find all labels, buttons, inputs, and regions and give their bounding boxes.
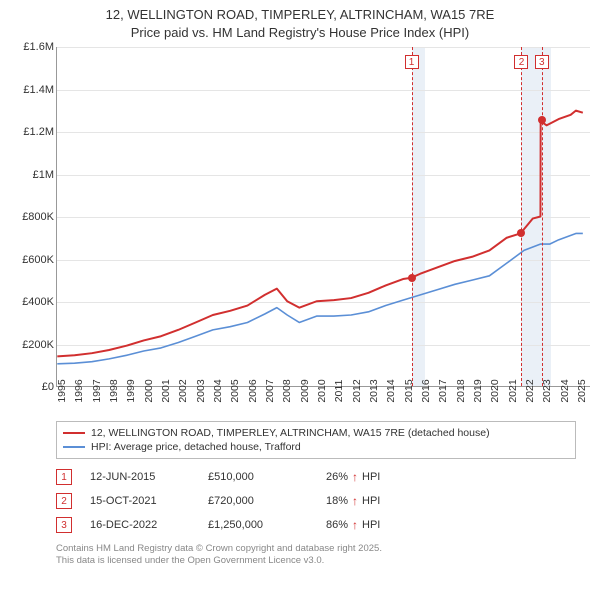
title-line2: Price paid vs. HM Land Registry's House …: [131, 25, 469, 40]
marker-box: 3: [535, 55, 549, 69]
x-tick-label: 2001: [160, 379, 172, 402]
legend-label: HPI: Average price, detached house, Traf…: [91, 441, 301, 453]
x-tick-label: 2019: [472, 379, 484, 402]
chart: £0£200K£400K£600K£800K£1M£1.2M£1.4M£1.6M…: [10, 47, 590, 417]
event-row: 2 15-OCT-2021 £720,000 18%↑HPI: [56, 489, 576, 513]
series-price_paid: [57, 111, 583, 357]
x-tick-label: 2016: [420, 379, 432, 402]
footer-line2: This data is licensed under the Open Gov…: [56, 555, 324, 566]
x-tick-label: 2021: [507, 379, 519, 402]
x-tick-label: 1997: [91, 379, 103, 402]
x-tick-label: 2003: [195, 379, 207, 402]
marker-dot: [517, 229, 525, 237]
x-tick-label: 2009: [299, 379, 311, 402]
x-tick-label: 2022: [524, 379, 536, 402]
event-price: £510,000: [208, 471, 308, 483]
y-tick-label: £600K: [22, 254, 54, 266]
legend: 12, WELLINGTON ROAD, TIMPERLEY, ALTRINCH…: [56, 421, 576, 459]
x-tick-label: 2015: [403, 379, 415, 402]
y-tick-label: £0: [42, 381, 54, 393]
y-tick-label: £400K: [22, 296, 54, 308]
marker-line: [412, 47, 413, 386]
y-tick-label: £800K: [22, 211, 54, 223]
event-price: £720,000: [208, 495, 308, 507]
marker-box: 2: [514, 55, 528, 69]
event-marker-box: 2: [56, 493, 72, 509]
x-tick-label: 2012: [351, 379, 363, 402]
y-tick-label: £1.4M: [23, 84, 54, 96]
x-tick-label: 2000: [143, 379, 155, 402]
x-tick-label: 2013: [368, 379, 380, 402]
event-pct: 86%↑HPI: [326, 518, 380, 532]
x-tick-label: 2010: [316, 379, 328, 402]
legend-label: 12, WELLINGTON ROAD, TIMPERLEY, ALTRINCH…: [91, 427, 490, 439]
y-tick-label: £1.6M: [23, 41, 54, 53]
marker-dot: [408, 274, 416, 282]
x-tick-label: 2005: [229, 379, 241, 402]
event-pct: 26%↑HPI: [326, 470, 380, 484]
x-tick-label: 2014: [385, 379, 397, 402]
x-tick-label: 1996: [73, 379, 85, 402]
marker-line: [521, 47, 522, 386]
x-tick-label: 2024: [559, 379, 571, 402]
x-tick-label: 2008: [281, 379, 293, 402]
event-date: 12-JUN-2015: [90, 471, 190, 483]
marker-dot: [538, 116, 546, 124]
legend-swatch: [63, 432, 85, 434]
event-marker-box: 1: [56, 469, 72, 485]
series-hpi: [57, 234, 583, 364]
marker-box: 1: [405, 55, 419, 69]
x-tick-label: 2011: [333, 380, 345, 403]
x-tick-label: 2018: [455, 379, 467, 402]
x-tick-label: 2004: [212, 379, 224, 402]
x-tick-label: 1995: [56, 379, 68, 402]
chart-title: 12, WELLINGTON ROAD, TIMPERLEY, ALTRINCH…: [10, 6, 590, 41]
event-list: 1 12-JUN-2015 £510,000 26%↑HPI 2 15-OCT-2021 £…: [56, 465, 576, 537]
event-row: 1 12-JUN-2015 £510,000 26%↑HPI: [56, 465, 576, 489]
y-tick-label: £200K: [22, 339, 54, 351]
x-tick-label: 2017: [437, 379, 449, 402]
event-pct: 18%↑HPI: [326, 494, 380, 508]
event-date: 15-OCT-2021: [90, 495, 190, 507]
x-tick-label: 2006: [247, 379, 259, 402]
event-date: 16-DEC-2022: [90, 519, 190, 531]
footer: Contains HM Land Registry data © Crown c…: [56, 543, 576, 568]
title-line1: 12, WELLINGTON ROAD, TIMPERLEY, ALTRINCH…: [106, 7, 495, 22]
marker-line: [542, 47, 543, 386]
x-tick-label: 2002: [177, 379, 189, 402]
legend-swatch: [63, 446, 85, 448]
legend-item: 12, WELLINGTON ROAD, TIMPERLEY, ALTRINCH…: [63, 426, 569, 440]
arrow-up-icon: ↑: [352, 494, 358, 508]
x-tick-label: 1999: [125, 379, 137, 402]
arrow-up-icon: ↑: [352, 470, 358, 484]
y-tick-label: £1M: [33, 169, 54, 181]
y-tick-label: £1.2M: [23, 126, 54, 138]
x-tick-label: 1998: [108, 379, 120, 402]
event-price: £1,250,000: [208, 519, 308, 531]
chart-lines: [57, 47, 590, 386]
y-axis: £0£200K£400K£600K£800K£1M£1.2M£1.4M£1.6M: [10, 47, 56, 387]
legend-item: HPI: Average price, detached house, Traf…: [63, 440, 569, 454]
plot-area: 1 23: [56, 47, 590, 387]
x-tick-label: 2007: [264, 379, 276, 402]
footer-line1: Contains HM Land Registry data © Crown c…: [56, 543, 382, 554]
x-tick-label: 2025: [576, 379, 588, 402]
event-row: 3 16-DEC-2022 £1,250,000 86%↑HPI: [56, 513, 576, 537]
arrow-up-icon: ↑: [352, 518, 358, 532]
x-axis: 1995199619971998199920002001200220032004…: [56, 387, 590, 417]
x-tick-label: 2023: [541, 379, 553, 402]
event-marker-box: 3: [56, 517, 72, 533]
x-tick-label: 2020: [489, 379, 501, 402]
